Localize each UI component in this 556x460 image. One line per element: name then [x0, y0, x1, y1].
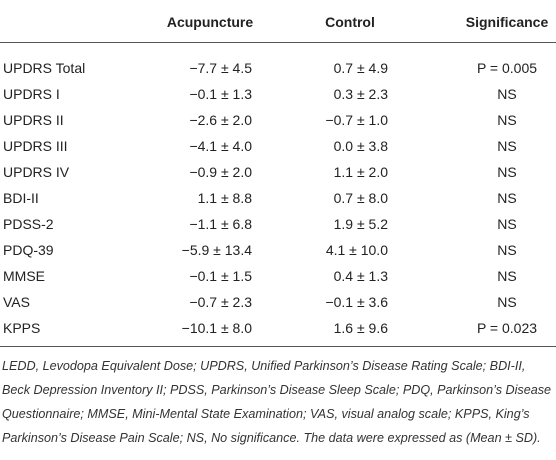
row-label: BDI-II — [3, 190, 39, 206]
table-cell: 1.6 ± 9.6 — [333, 320, 388, 336]
row-label: MMSE — [3, 268, 45, 284]
table-cell: −7.7 ± 4.5 — [189, 60, 252, 76]
table-cell: −0.9 ± 2.0 — [189, 164, 252, 180]
row-label: KPPS — [3, 320, 41, 336]
table-cell: NS — [497, 138, 517, 154]
table-cell: −5.9 ± 13.4 — [181, 242, 252, 258]
table-cell: −4.1 ± 4.0 — [189, 138, 252, 154]
row-label: PDSS-2 — [3, 216, 54, 232]
table-cell: 0.7 ± 8.0 — [333, 190, 388, 206]
column-header: Significance — [465, 14, 549, 30]
table-cell: 1.1 ± 2.0 — [333, 164, 388, 180]
table-cell: NS — [497, 164, 517, 180]
table-cell: NS — [497, 112, 517, 128]
table-cell: −0.1 ± 1.3 — [189, 86, 252, 102]
table-cell: −0.7 ± 1.0 — [325, 112, 388, 128]
table-cell: 1.1 ± 8.8 — [197, 190, 252, 206]
table-cell: −10.1 ± 8.0 — [181, 320, 252, 336]
table-cell: 0.4 ± 1.3 — [333, 268, 388, 284]
table-cell: −2.6 ± 2.0 — [189, 112, 252, 128]
table-cell: NS — [497, 294, 517, 310]
table-cell: NS — [497, 86, 517, 102]
row-label: UPDRS III — [3, 138, 68, 154]
row-label: UPDRS Total — [3, 60, 86, 76]
row-label: UPDRS II — [3, 112, 64, 128]
row-label: VAS — [3, 294, 30, 310]
table-cell: 0.0 ± 3.8 — [333, 138, 388, 154]
footnote: LEDD, Levodopa Equivalent Dose; UPDRS, U… — [2, 359, 552, 445]
row-label: PDQ-39 — [3, 242, 54, 258]
table-cell: NS — [497, 216, 517, 232]
table-cell: NS — [497, 242, 517, 258]
table-cell: NS — [497, 190, 517, 206]
table-cell: 1.9 ± 5.2 — [333, 216, 388, 232]
column-header: Control — [325, 14, 375, 30]
table-cell: −0.1 ± 1.5 — [189, 268, 252, 284]
table-cell: P = 0.023 — [476, 320, 538, 336]
bottom-rule — [0, 346, 556, 347]
table-cell: −0.1 ± 3.6 — [325, 294, 388, 310]
header-rule — [0, 42, 556, 43]
table-cell: 0.3 ± 2.3 — [333, 86, 388, 102]
table-cell: −0.7 ± 2.3 — [189, 294, 252, 310]
column-header: Acupuncture — [166, 14, 254, 30]
table-cell: −1.1 ± 6.8 — [189, 216, 252, 232]
table-cell: P = 0.005 — [476, 60, 538, 76]
row-label: UPDRS IV — [3, 164, 70, 180]
table-cell: 0.7 ± 4.9 — [333, 60, 388, 76]
row-label: UPDRS I — [3, 86, 60, 102]
table-cell: 4.1 ± 10.0 — [325, 242, 388, 258]
table-cell: NS — [497, 268, 517, 284]
